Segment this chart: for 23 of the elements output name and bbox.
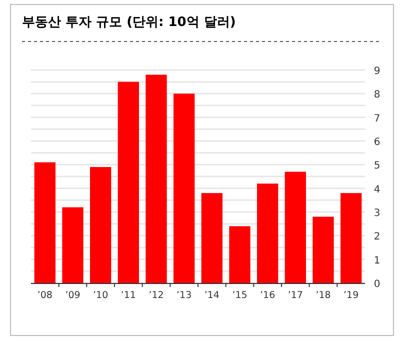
x-tick-label: ’16 <box>260 290 276 301</box>
x-tick-label: ’11 <box>120 290 136 301</box>
y-tick-label: 9 <box>374 66 380 77</box>
x-tick-label: ’08 <box>37 290 52 301</box>
y-tick-label: 2 <box>374 232 380 243</box>
title: 부동산 투자 규모 (단위: 10억 달러) <box>22 15 236 30</box>
x-tick-label: ’19 <box>344 290 359 301</box>
x-tick-label: ’18 <box>316 290 331 301</box>
x-tick-label: ’14 <box>204 290 220 301</box>
x-tick-label: ’12 <box>148 290 164 301</box>
x-tick-label: ’09 <box>65 290 80 301</box>
y-tick-label: 1 <box>374 255 380 266</box>
y-tick-label: 5 <box>374 160 380 172</box>
y-tick-label: 7 <box>374 113 380 124</box>
y-tick-label: 6 <box>374 137 380 148</box>
x-tick-label: ’17 <box>288 290 303 301</box>
x-tick-label: ’13 <box>176 290 192 301</box>
y-tick-label: 3 <box>374 208 380 219</box>
x-tick-label: ’10 <box>93 290 108 301</box>
y-tick-label: 4 <box>374 184 380 196</box>
y-tick-label: 0 <box>374 279 380 290</box>
x-tick-label: ’15 <box>232 290 248 301</box>
y-tick-label: 8 <box>374 90 380 101</box>
